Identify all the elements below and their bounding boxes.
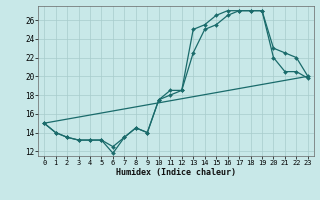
X-axis label: Humidex (Indice chaleur): Humidex (Indice chaleur) [116, 168, 236, 177]
